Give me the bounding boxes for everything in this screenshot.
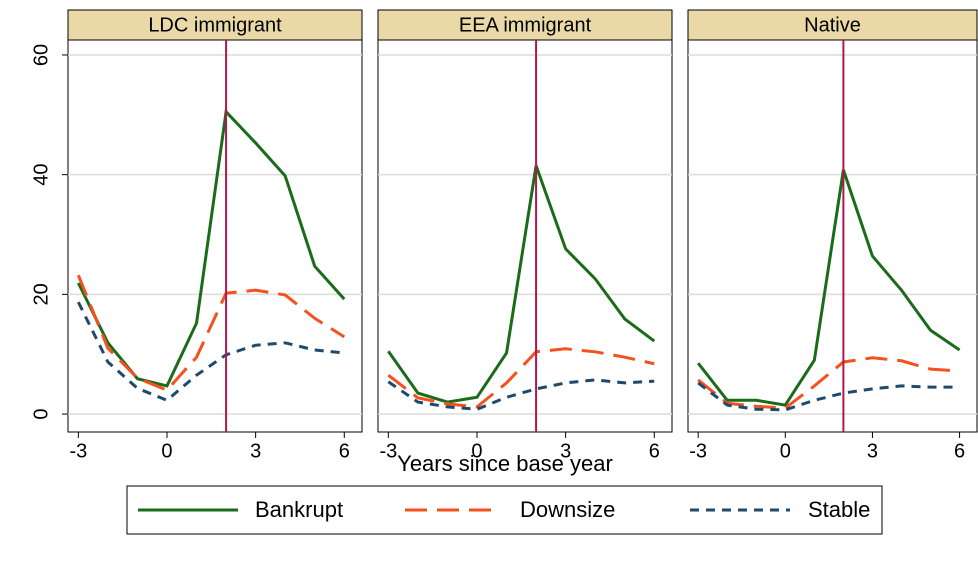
- x-axis-label: Years since base year: [397, 451, 613, 476]
- panel-header: [687, 9, 978, 41]
- panel-header: [67, 9, 363, 41]
- x-tick-label: 6: [954, 440, 965, 462]
- panel-title: LDC immigrant: [148, 14, 282, 36]
- plot-area: [67, 39, 363, 433]
- legend-label: Bankrupt: [255, 497, 343, 522]
- panel-title: EEA immigrant: [459, 14, 592, 36]
- y-tick-label: 20: [30, 283, 52, 305]
- series-line: [387, 378, 655, 411]
- x-tick-label: 0: [780, 440, 791, 462]
- y-tick-label: 0: [30, 408, 52, 419]
- series-line: [697, 381, 960, 412]
- x-tick-label: 3: [867, 440, 878, 462]
- x-tick-label: 6: [339, 440, 350, 462]
- series-line: [387, 165, 656, 404]
- series-line: [76, 301, 345, 403]
- series-line: [76, 108, 346, 388]
- panel-header: [377, 9, 673, 41]
- x-tick-label: 3: [250, 440, 261, 462]
- series-line: [697, 356, 960, 410]
- series-line: [696, 169, 961, 407]
- x-tick-label: -3: [69, 440, 87, 462]
- x-tick-label: -3: [379, 440, 397, 462]
- panel-title: Native: [804, 14, 861, 36]
- series-line: [387, 347, 655, 409]
- legend-label: Stable: [808, 497, 870, 522]
- series-line: [76, 274, 346, 392]
- y-tick-label: 40: [30, 164, 52, 186]
- y-tick-label: 60: [30, 44, 52, 66]
- x-tick-label: 0: [161, 440, 172, 462]
- x-tick-label: 0: [471, 440, 482, 462]
- legend-box: [126, 485, 883, 535]
- x-tick-label: 6: [649, 440, 660, 462]
- x-tick-label: -3: [689, 440, 707, 462]
- x-tick-label: 3: [560, 440, 571, 462]
- legend-label: Downsize: [520, 497, 615, 522]
